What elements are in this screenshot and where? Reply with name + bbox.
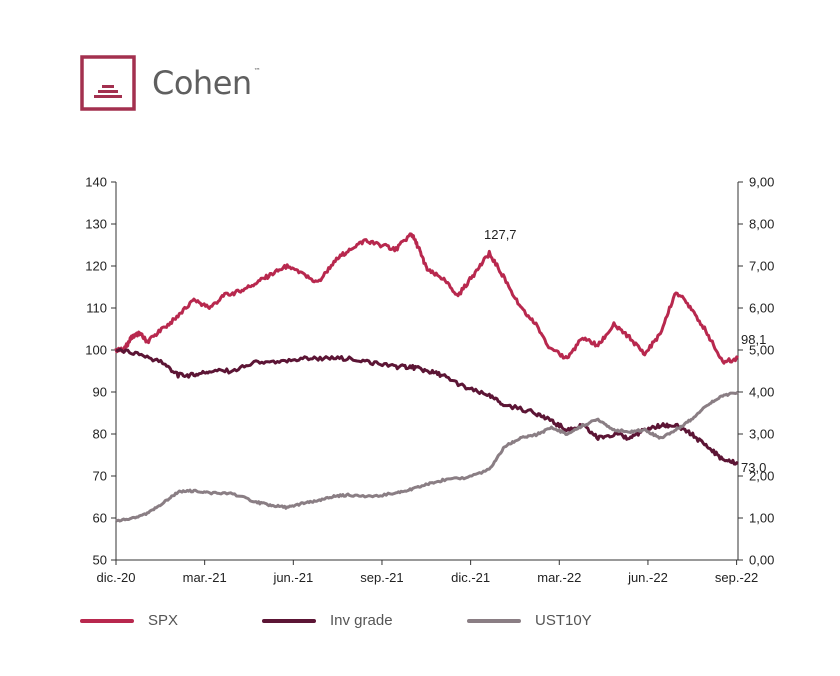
series-lines — [114, 232, 739, 523]
x-tick-label: jun.-21 — [272, 570, 313, 585]
right-tick-label: 7,00 — [749, 259, 774, 274]
right-tick-label: 1,00 — [749, 511, 774, 526]
right-tick-label: 2,00 — [749, 469, 774, 484]
right-tick-label: 0,00 — [749, 553, 774, 568]
legend-swatch-inv-grade — [262, 618, 316, 623]
cohen-logo-icon — [80, 55, 136, 111]
right-tick-label: 5,00 — [749, 343, 774, 358]
left-tick-label: 130 — [85, 217, 107, 232]
legend-item-inv-grade: Inv grade — [262, 612, 393, 629]
right-tick-label: 3,00 — [749, 427, 774, 442]
right-tick-label: 4,00 — [749, 385, 774, 400]
legend-swatch-ust10y — [467, 618, 521, 623]
annotation-invgrade-last: 73,0 — [741, 460, 766, 475]
series-line-ust10y — [115, 390, 739, 523]
left-tick-label: 80 — [93, 427, 107, 442]
left-axis-ticks: 50 60 70 80 90 100 110 120 130 140 — [85, 175, 116, 568]
legend-item-ust10y: UST10Y — [467, 612, 592, 629]
x-axis-ticks: dic.-20 mar.-21 jun.-21 sep.-21 dic.-21 mar.-… — [96, 560, 758, 585]
left-tick-label: 100 — [85, 343, 107, 358]
left-tick-label: 120 — [85, 259, 107, 274]
legend-label-inv-grade: Inv grade — [330, 612, 393, 629]
x-tick-label: dic.-20 — [96, 570, 135, 585]
brand-name: Cohen — [152, 64, 252, 102]
chart-legend: SPX Inv grade UST10Y — [0, 612, 840, 636]
left-tick-label: 50 — [93, 553, 107, 568]
right-tick-label: 6,00 — [749, 301, 774, 316]
x-tick-label: mar.-21 — [183, 570, 227, 585]
left-tick-label: 110 — [86, 301, 107, 316]
right-tick-label: 9,00 — [749, 175, 774, 190]
legend-label-ust10y: UST10Y — [535, 612, 592, 629]
x-tick-label: dic.-21 — [451, 570, 490, 585]
x-tick-label: jun.-22 — [627, 570, 668, 585]
x-tick-label: sep.-21 — [360, 570, 403, 585]
brand-logo: Cohen ™ — [80, 55, 261, 111]
annotation-spx-peak: 127,7 — [484, 227, 517, 242]
legend-label-spx: SPX — [148, 612, 179, 629]
trademark-symbol: ™ — [253, 67, 261, 75]
series-line-inv-grade — [115, 347, 739, 466]
x-tick-label: mar.-22 — [537, 570, 581, 585]
right-tick-label: 8,00 — [749, 217, 774, 232]
left-tick-label: 60 — [93, 511, 107, 526]
annotation-spx-last: 98,1 — [741, 332, 766, 347]
legend-swatch-spx — [80, 618, 134, 623]
left-tick-label: 140 — [85, 175, 107, 190]
legend-item-spx: SPX — [80, 612, 178, 629]
left-tick-label: 90 — [93, 385, 107, 400]
right-axis-ticks: 0,00 1,00 2,00 3,00 4,00 5,00 6,00 7,00 8,00 9,00 — [738, 175, 774, 568]
series-line-spx — [114, 232, 739, 365]
left-tick-label: 70 — [93, 469, 107, 484]
x-tick-label: sep.-22 — [715, 570, 758, 585]
